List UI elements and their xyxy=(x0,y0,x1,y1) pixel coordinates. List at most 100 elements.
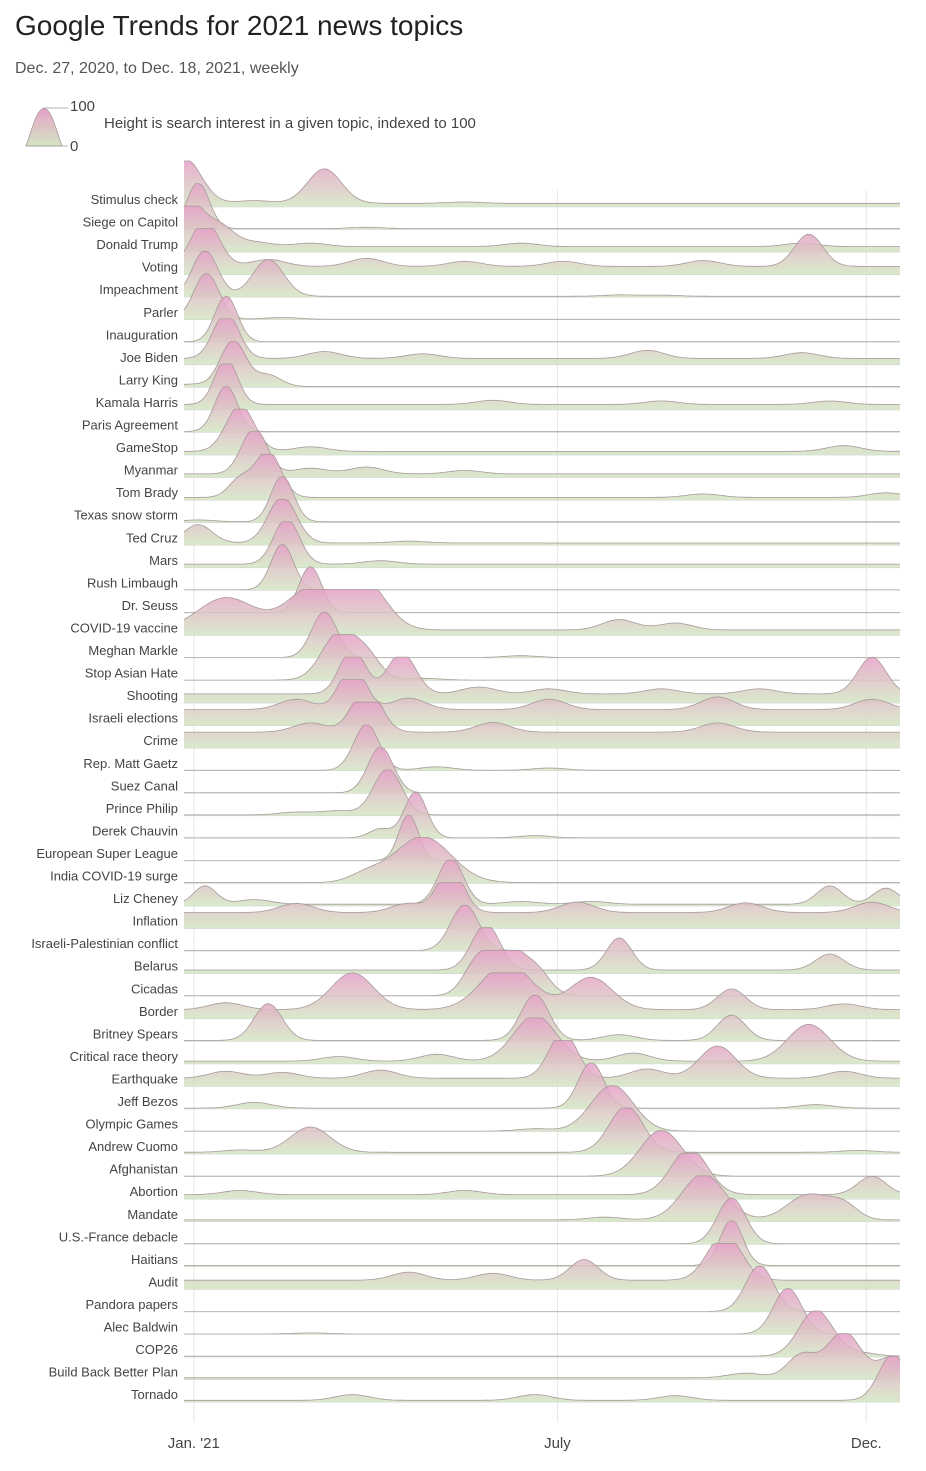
ridge-area xyxy=(184,341,900,388)
topic-label: Mandate xyxy=(127,1207,178,1222)
topic-label: Rep. Matt Gaetz xyxy=(83,756,178,771)
ridge-outline xyxy=(183,273,900,320)
topic-label: Rush Limbaugh xyxy=(87,575,178,590)
topic-label: Shooting xyxy=(127,688,178,703)
topic-label: Parler xyxy=(143,305,178,320)
ridge-outline xyxy=(184,160,900,204)
legend-max-label: 100 xyxy=(70,98,96,115)
topic-label: Donald Trump xyxy=(96,237,178,252)
ridge-outline xyxy=(184,927,900,971)
topic-label: Paris Agreement xyxy=(82,418,178,433)
ridge-outline xyxy=(184,1152,901,1195)
topic-label: Earthquake xyxy=(112,1071,179,1086)
topic-label: Critical race theory xyxy=(70,1049,179,1064)
x-tick-label: Jan. '21 xyxy=(168,1435,220,1452)
chart-title: Google Trends for 2021 news topics xyxy=(15,10,464,41)
ridge-outline xyxy=(183,1107,901,1153)
topic-label: Afghanistan xyxy=(109,1162,178,1177)
ridge-outline xyxy=(184,949,900,997)
topic-label: Audit xyxy=(148,1274,178,1289)
ridge-outline xyxy=(184,746,900,794)
ridge-area xyxy=(184,1243,900,1290)
ridge-outline xyxy=(184,386,900,432)
topic-label: COP26 xyxy=(135,1342,178,1357)
topic-label: Ted Cruz xyxy=(126,530,178,545)
ridge-area xyxy=(184,769,900,816)
ridge-outline xyxy=(184,521,900,565)
ridge-outline xyxy=(184,1243,900,1281)
ridge-area xyxy=(184,1333,900,1380)
ridge-area xyxy=(184,454,900,501)
ridge-outline xyxy=(184,724,900,771)
ridge-area xyxy=(184,1266,900,1312)
ridge-outline xyxy=(184,566,900,613)
ridge-area xyxy=(184,612,900,658)
ridge-outline xyxy=(183,295,900,343)
ridge-outline xyxy=(184,1130,900,1177)
ridge-area xyxy=(184,206,900,253)
ridge-outline xyxy=(183,1040,900,1079)
ridge-area xyxy=(184,747,900,794)
ridge-outline xyxy=(184,1333,901,1379)
topic-label: Siege on Capitol xyxy=(83,215,179,230)
topic-label: Belarus xyxy=(134,959,179,974)
ridge-outline xyxy=(184,769,900,816)
topic-label: Meghan Markle xyxy=(88,643,178,658)
topic-label: Dr. Seuss xyxy=(122,598,179,613)
topic-label: Voting xyxy=(142,260,178,275)
ridge-outline xyxy=(184,205,900,247)
ridge-outline xyxy=(184,701,900,733)
ridge-outline xyxy=(184,814,900,861)
ridge-outline xyxy=(184,791,900,839)
ridge-area xyxy=(184,318,900,365)
ridge-area xyxy=(184,499,900,546)
ridge-outline xyxy=(183,341,900,387)
topic-label: Jeff Bezos xyxy=(118,1094,179,1109)
topic-label: Build Back Better Plan xyxy=(49,1365,178,1380)
ridge-area xyxy=(184,724,900,771)
topic-label: Tom Brady xyxy=(116,485,179,500)
x-tick-label: July xyxy=(544,1435,571,1452)
ridge-outline xyxy=(184,1017,900,1062)
ridge-area xyxy=(184,589,900,636)
topic-label: Inflation xyxy=(132,914,178,929)
legend-min-label: 0 xyxy=(70,138,79,155)
ridge-outline xyxy=(184,837,900,883)
ridge-outline xyxy=(184,1197,900,1245)
ridge-area xyxy=(184,1017,900,1064)
ridge-outline xyxy=(183,859,901,905)
topic-label: Kamala Harris xyxy=(96,395,179,410)
ridge-area xyxy=(184,950,900,997)
ridge-outline xyxy=(184,1310,901,1357)
ridge-outline xyxy=(183,228,900,267)
topic-label: Tornado xyxy=(131,1387,178,1402)
x-axis: Jan. '21 July Dec. Stimulus check Siege on C… xyxy=(31,192,881,1452)
ridge-outline xyxy=(184,1175,900,1221)
ridge-area xyxy=(184,364,900,410)
ridge-outline xyxy=(183,972,900,1010)
topic-label: Suez Canal xyxy=(111,778,178,793)
topic-label: India COVID-19 surge xyxy=(50,869,178,884)
ridge-outline xyxy=(184,994,900,1041)
ridge-outline xyxy=(184,431,900,475)
topic-label: Stimulus check xyxy=(91,192,179,207)
ridge-outline xyxy=(184,882,901,913)
ridge-area xyxy=(184,882,900,929)
topic-label: Stop Asian Hate xyxy=(85,666,178,681)
topic-label: Liz Cheney xyxy=(113,891,179,906)
ridge-outline xyxy=(184,453,901,498)
ridge-outline xyxy=(184,611,900,658)
ridge-outline xyxy=(183,318,900,359)
ridge-outline xyxy=(184,1220,900,1266)
topic-label: Joe Biden xyxy=(120,350,178,365)
topic-label: Pandora papers xyxy=(85,1297,178,1312)
ridge-outline xyxy=(183,589,900,631)
topic-label: Cicadas xyxy=(131,981,178,996)
topic-label: Prince Philip xyxy=(106,801,178,816)
topic-label: European Super League xyxy=(36,846,178,861)
ridge-area xyxy=(184,972,900,1019)
chart-subtitle: Dec. 27, 2020, to Dec. 18, 2021, weekly xyxy=(15,60,299,77)
topic-label: Impeachment xyxy=(99,282,178,297)
topic-label: Border xyxy=(139,1004,179,1019)
legend-description: Height is search interest in a given top… xyxy=(104,115,476,132)
